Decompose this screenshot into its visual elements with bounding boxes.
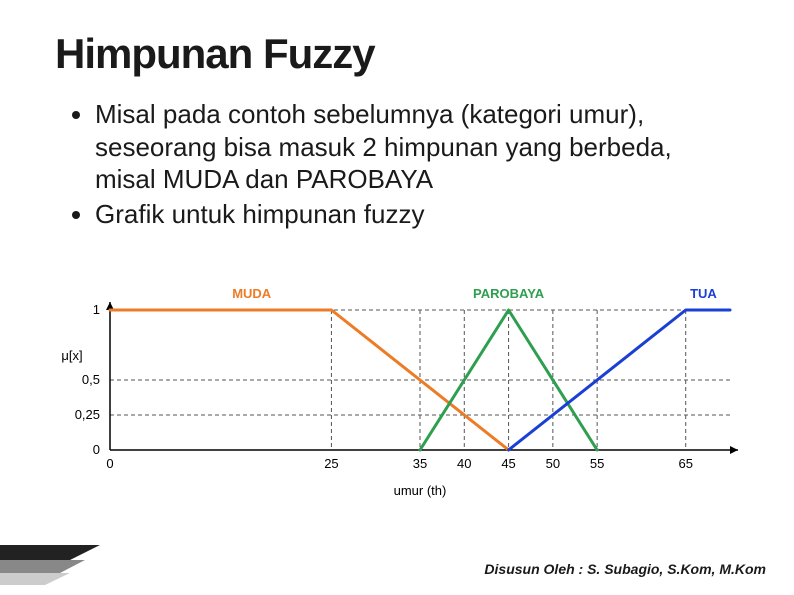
bullet-item: Grafik untuk himpunan fuzzy [95,198,734,231]
bullet-list: Misal pada contoh sebelumnya (kategori u… [0,88,794,230]
chart-svg: MUDA PAROBAYA TUA 0 0,25 0,5 1 μ[x] 0 25 35 40 45 50 5… [40,280,754,510]
bullet-item: Misal pada contoh sebelumnya (kategori u… [95,98,734,196]
series-label: TUA [690,286,717,301]
x-tick-label: 25 [324,456,338,471]
series-tua [509,310,730,450]
series-label: MUDA [232,286,272,301]
x-tick-label: 0 [106,456,113,471]
x-tick-label: 45 [501,456,515,471]
fuzzy-chart: MUDA PAROBAYA TUA 0 0,25 0,5 1 μ[x] 0 25 35 40 45 50 5… [40,280,754,510]
y-tick-label: 0,25 [75,407,100,422]
x-axis-arrow [730,446,738,454]
x-axis-label: umur (th) [394,483,447,498]
x-tick-label: 35 [413,456,427,471]
footer-credit: Disusun Oleh : S. Subagio, S.Kom, M.Kom [484,561,766,577]
x-tick-label: 55 [590,456,604,471]
y-tick-label: 0,5 [82,372,100,387]
y-axis-label: μ[x] [61,348,82,363]
slide-decoration [0,545,140,595]
y-tick-label: 0 [93,442,100,457]
y-tick-label: 1 [93,302,100,317]
series-label: PAROBAYA [473,286,545,301]
x-tick-label: 65 [678,456,692,471]
page-title: Himpunan Fuzzy [0,0,794,88]
x-tick-label: 50 [546,456,560,471]
x-tick-label: 40 [457,456,471,471]
